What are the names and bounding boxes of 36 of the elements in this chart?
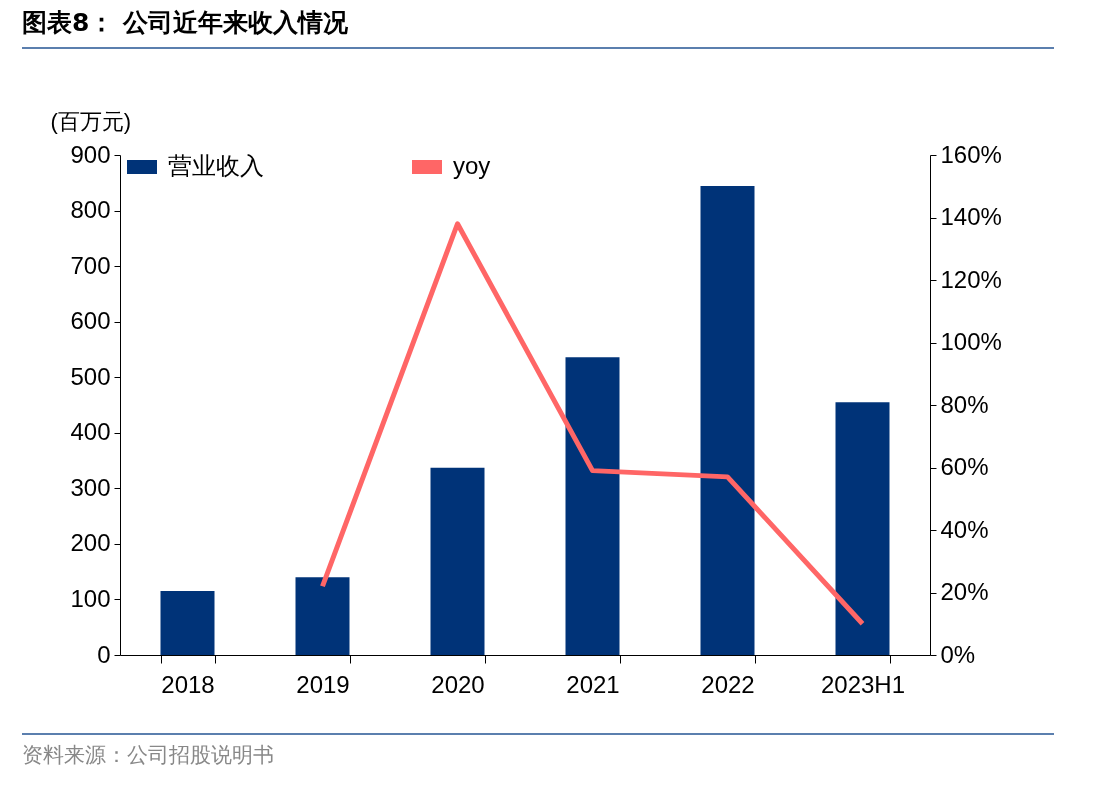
y-tick-label: 100 [70,584,111,612]
bar [295,577,350,655]
y-tick-label: 800 [70,196,111,224]
x-tick-label: 2022 [701,670,755,698]
y2-tick-label: 80% [940,390,989,418]
y2-tick-label: 0% [940,640,976,668]
y-tick-label: 200 [70,529,111,557]
y2-tick-label: 100% [940,328,1002,355]
y-tick-label: 0 [97,640,111,668]
y2-tick-label: 140% [940,203,1002,230]
y-tick-label: 500 [70,362,111,390]
x-tick-label: 2019 [296,670,350,698]
y2-tick-label: 60% [940,453,989,480]
x-tick-label: 2020 [431,670,485,698]
y2-tick-label: 120% [940,265,1002,293]
bar [160,591,215,655]
y-axis-title: (百万元) [50,108,132,134]
y-tick-label: 400 [70,418,111,446]
legend-label: 营业收入 [168,152,264,179]
bar [700,186,755,655]
y-tick-label: 300 [70,473,111,501]
bar [565,357,620,655]
bar [430,467,485,655]
x-tick-label: 2021 [566,670,620,698]
x-tick-label: 2023H1 [820,670,906,698]
text: 资料来源：公司招股说明书 [22,733,1054,769]
bar [835,402,890,655]
y2-tick-label: 160% [940,140,1002,168]
y2-tick-label: 20% [940,578,989,605]
legend-label: yoy [453,152,491,179]
y-tick-label: 600 [70,307,111,335]
y-tick-label: 700 [70,251,111,279]
x-tick-label: 2018 [161,670,215,698]
chart-title: 图表8： 公司近年来收入情况 [22,6,1054,49]
y-tick-label: 900 [70,140,111,168]
y2-tick-label: 40% [940,515,989,543]
